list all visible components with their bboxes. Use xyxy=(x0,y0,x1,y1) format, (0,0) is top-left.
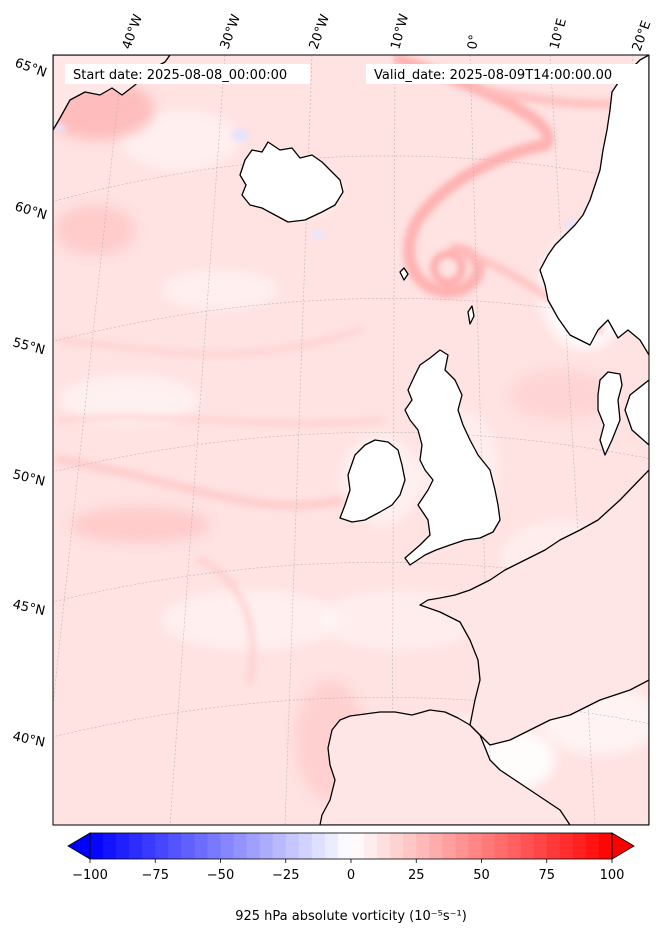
lon-label-20e: 20°E xyxy=(630,19,655,54)
header: Start date: 2025-08-08_00:00:00 Valid_da… xyxy=(65,64,638,84)
valid-date-text: Valid_date: 2025-08-09T14:00:00.00 xyxy=(374,68,612,83)
colorbar-cell xyxy=(390,833,404,859)
colorbar-cell xyxy=(481,833,496,859)
colorbar-extend-min xyxy=(67,832,91,860)
colorbar-cell xyxy=(468,833,482,859)
lon-label-40w: 40°W xyxy=(120,12,146,51)
colorbar-cell xyxy=(520,833,535,859)
colorbar-cell xyxy=(507,833,522,859)
colorbar-cell xyxy=(168,833,182,859)
colorbar-cell xyxy=(533,833,548,859)
colorbar-tick-label: 75 xyxy=(538,868,555,883)
longitude-labels: 40°W 30°W 20°W 10°W 0° 10°E 20°E xyxy=(120,12,655,53)
colorbar-tick-label: 50 xyxy=(473,868,490,883)
continental-europe-coast xyxy=(319,469,649,825)
colorbar-cell xyxy=(351,833,365,859)
colorbar-label: 925 hPa absolute vorticity (10⁻⁵s⁻¹) xyxy=(235,909,467,924)
iceland-coast xyxy=(239,141,344,223)
colorbar-cell xyxy=(220,833,235,859)
colorbar-tick-label: 100 xyxy=(600,868,625,883)
colorbar-cell xyxy=(181,833,195,859)
colorbar-cell xyxy=(246,833,261,859)
colorbar-tick-label: −100 xyxy=(72,868,108,883)
lon-label-30w: 30°W xyxy=(218,12,244,51)
lat-label-50n: 50°N xyxy=(11,467,46,489)
ireland-coast xyxy=(339,439,406,523)
colorbar-extend-max xyxy=(611,832,635,860)
colorbar-cell xyxy=(233,833,248,859)
latitude-labels: 65°N 60°N 55°N 50°N 45°N 40°N xyxy=(11,56,49,751)
colorbar-cells xyxy=(90,833,613,859)
map-area xyxy=(53,55,649,825)
map-frame xyxy=(52,54,650,826)
colorbar-cell xyxy=(585,833,600,859)
lat-label-45n: 45°N xyxy=(11,597,46,619)
colorbar-cell xyxy=(194,833,208,859)
colorbar-cell xyxy=(90,833,104,859)
colorbar: −100 −75 −50 −25 0 25 50 75 100 925 hPa absolute… xyxy=(67,832,635,924)
lon-label-20w: 20°W xyxy=(307,12,333,51)
colorbar-cell xyxy=(598,833,613,859)
colorbar-tick-label: −75 xyxy=(142,868,169,883)
colorbar-cell xyxy=(364,833,378,859)
colorbar-ticks: −100 −75 −50 −25 0 25 50 75 100 xyxy=(72,859,624,883)
denmark-coast xyxy=(597,371,623,456)
scandinavia-coast xyxy=(539,55,649,356)
lon-label-0: 0° xyxy=(465,34,482,51)
colorbar-cell xyxy=(559,833,574,859)
colorbar-cell xyxy=(324,833,339,859)
colorbar-cell xyxy=(572,833,587,859)
colorbar-cell xyxy=(272,833,287,859)
lat-label-65n: 65°N xyxy=(13,56,49,81)
colorbar-cell xyxy=(429,833,443,859)
colorbar-cell xyxy=(155,833,169,859)
colorbar-cell xyxy=(377,833,391,859)
colorbar-tick-label: −25 xyxy=(272,868,299,883)
lat-label-40n: 40°N xyxy=(11,729,46,750)
lon-label-10w: 10°W xyxy=(388,12,412,51)
colorbar-cell xyxy=(311,833,326,859)
colorbar-cell xyxy=(129,833,143,859)
lon-label-10e: 10°E xyxy=(547,17,570,51)
valid-date-box xyxy=(366,64,638,84)
colorbar-cell xyxy=(546,833,561,859)
lat-label-55n: 55°N xyxy=(11,335,47,358)
colorbar-cell xyxy=(142,833,156,859)
colorbar-cell xyxy=(298,833,313,859)
colorbar-cell xyxy=(103,833,117,859)
colorbar-cell xyxy=(207,833,221,859)
colorbar-cell xyxy=(494,833,509,859)
colorbar-tick-label: −50 xyxy=(207,868,234,883)
start-date-box xyxy=(65,64,310,84)
colorbar-cell xyxy=(337,833,352,859)
colorbar-cell xyxy=(285,833,300,859)
colorbar-cell xyxy=(455,833,469,859)
start-date-text: Start date: 2025-08-08_00:00:00 xyxy=(73,68,287,83)
colorbar-cell xyxy=(403,833,417,859)
colorbar-tick-label: 0 xyxy=(347,868,355,883)
colorbar-cell xyxy=(259,833,274,859)
great-britain-coast xyxy=(404,349,501,566)
lat-label-60n: 60°N xyxy=(13,199,49,223)
colorbar-tick-label: 25 xyxy=(408,868,425,883)
colorbar-cell xyxy=(442,833,456,859)
colorbar-cell xyxy=(416,833,430,859)
colorbar-cell xyxy=(116,833,130,859)
